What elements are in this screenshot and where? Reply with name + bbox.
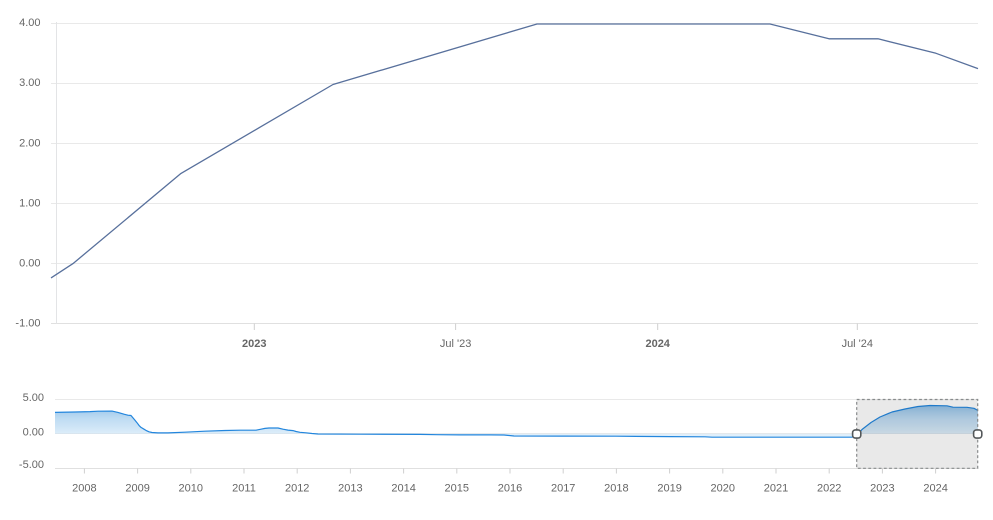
svg-text:2023: 2023 [870, 483, 894, 495]
svg-text:Jul '23: Jul '23 [440, 338, 471, 350]
svg-text:2008: 2008 [72, 483, 96, 495]
svg-text:-5.00: -5.00 [19, 459, 44, 471]
svg-text:2015: 2015 [445, 483, 469, 495]
svg-text:2.00: 2.00 [19, 137, 40, 149]
svg-text:4.00: 4.00 [19, 17, 40, 29]
svg-text:2024: 2024 [923, 483, 947, 495]
svg-text:2016: 2016 [498, 483, 522, 495]
svg-text:Jul '24: Jul '24 [842, 338, 873, 350]
svg-text:5.00: 5.00 [23, 392, 44, 404]
svg-text:0.00: 0.00 [23, 427, 44, 439]
svg-text:2021: 2021 [764, 483, 788, 495]
svg-text:2013: 2013 [338, 483, 362, 495]
svg-text:2017: 2017 [551, 483, 575, 495]
svg-text:2009: 2009 [125, 483, 149, 495]
svg-text:2024: 2024 [645, 338, 670, 350]
svg-text:2011: 2011 [232, 483, 256, 495]
svg-text:2012: 2012 [285, 483, 309, 495]
svg-text:2022: 2022 [817, 483, 841, 495]
svg-text:2023: 2023 [242, 338, 266, 350]
svg-text:-1.00: -1.00 [15, 318, 40, 330]
svg-text:2014: 2014 [391, 483, 415, 495]
svg-text:0.00: 0.00 [19, 258, 40, 270]
svg-text:2020: 2020 [711, 483, 735, 495]
svg-text:2010: 2010 [179, 483, 203, 495]
svg-text:3.00: 3.00 [19, 77, 40, 89]
svg-text:2018: 2018 [604, 483, 628, 495]
svg-text:1.00: 1.00 [19, 197, 40, 209]
svg-text:2019: 2019 [657, 483, 681, 495]
